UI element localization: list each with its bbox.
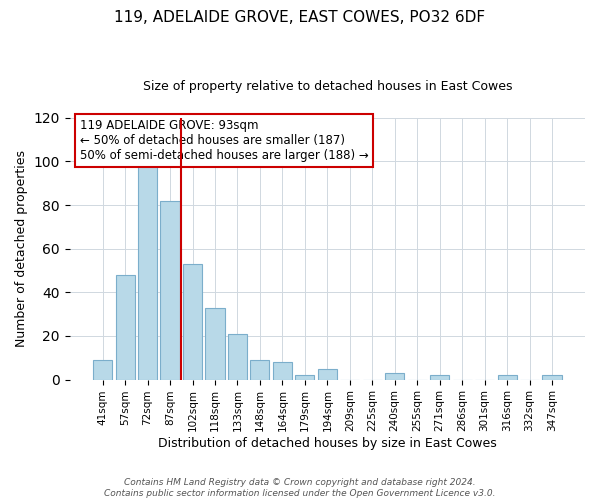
- Bar: [542, 375, 562, 380]
- Bar: [273, 362, 292, 380]
- Bar: [116, 275, 134, 380]
- X-axis label: Distribution of detached houses by size in East Cowes: Distribution of detached houses by size …: [158, 437, 497, 450]
- Title: Size of property relative to detached houses in East Cowes: Size of property relative to detached ho…: [143, 80, 512, 93]
- Bar: [183, 264, 202, 380]
- Bar: [497, 375, 517, 380]
- Text: Contains HM Land Registry data © Crown copyright and database right 2024.
Contai: Contains HM Land Registry data © Crown c…: [104, 478, 496, 498]
- Bar: [205, 308, 224, 380]
- Bar: [138, 162, 157, 380]
- Bar: [228, 334, 247, 380]
- Bar: [318, 368, 337, 380]
- Y-axis label: Number of detached properties: Number of detached properties: [15, 150, 28, 347]
- Bar: [430, 375, 449, 380]
- Text: 119 ADELAIDE GROVE: 93sqm
← 50% of detached houses are smaller (187)
50% of semi: 119 ADELAIDE GROVE: 93sqm ← 50% of detac…: [80, 119, 369, 162]
- Bar: [160, 200, 179, 380]
- Bar: [250, 360, 269, 380]
- Bar: [93, 360, 112, 380]
- Bar: [295, 375, 314, 380]
- Bar: [385, 373, 404, 380]
- Text: 119, ADELAIDE GROVE, EAST COWES, PO32 6DF: 119, ADELAIDE GROVE, EAST COWES, PO32 6D…: [115, 10, 485, 25]
